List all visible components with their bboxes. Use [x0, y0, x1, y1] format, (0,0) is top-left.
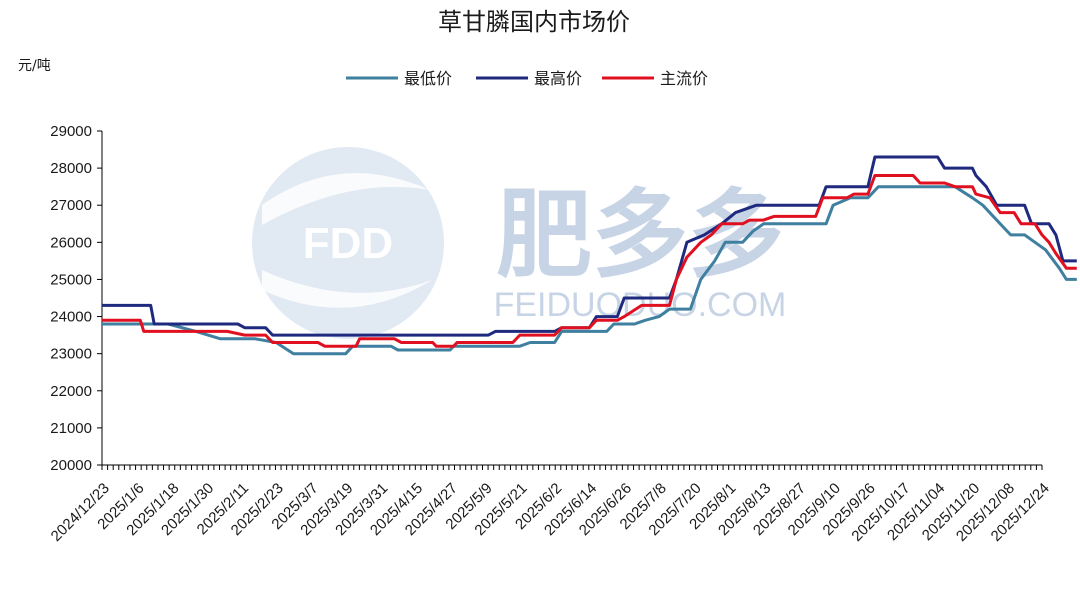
series-line-1	[102, 155, 1077, 337]
series-line-2	[102, 174, 1077, 348]
chart-title: 草甘膦国内市场价	[438, 8, 630, 36]
series-lines	[102, 155, 1077, 356]
y-tick-label: 29000	[50, 123, 92, 140]
logo-text: FDD	[303, 219, 393, 268]
y-tick-label: 23000	[50, 346, 92, 363]
legend-label-0: 最低价	[404, 69, 452, 88]
logo-circle	[252, 147, 444, 339]
brand-text: 肥多多	[496, 179, 784, 291]
legend-label-1: 最高价	[534, 69, 582, 88]
y-tick-label: 25000	[50, 271, 92, 288]
series-line-0	[102, 185, 1077, 356]
y-tick-label: 20000	[50, 457, 92, 474]
logo-wave-bottom	[262, 270, 432, 308]
y-unit-label: 元/吨	[18, 58, 51, 74]
y-tick-label: 24000	[50, 309, 92, 326]
y-tick-label: 27000	[50, 197, 92, 214]
legend-label-2: 主流价	[660, 69, 708, 88]
y-tick-label: 26000	[50, 234, 92, 251]
y-tick-label: 22000	[50, 383, 92, 400]
y-tick-label: 21000	[50, 420, 92, 437]
logo-wave-top	[262, 173, 430, 225]
y-tick-label: 28000	[50, 160, 92, 177]
legend: 最低价 最高价 主流价	[346, 69, 708, 88]
watermark-logo: FDD 肥多多 FEIDUODUO.COM	[252, 147, 786, 339]
